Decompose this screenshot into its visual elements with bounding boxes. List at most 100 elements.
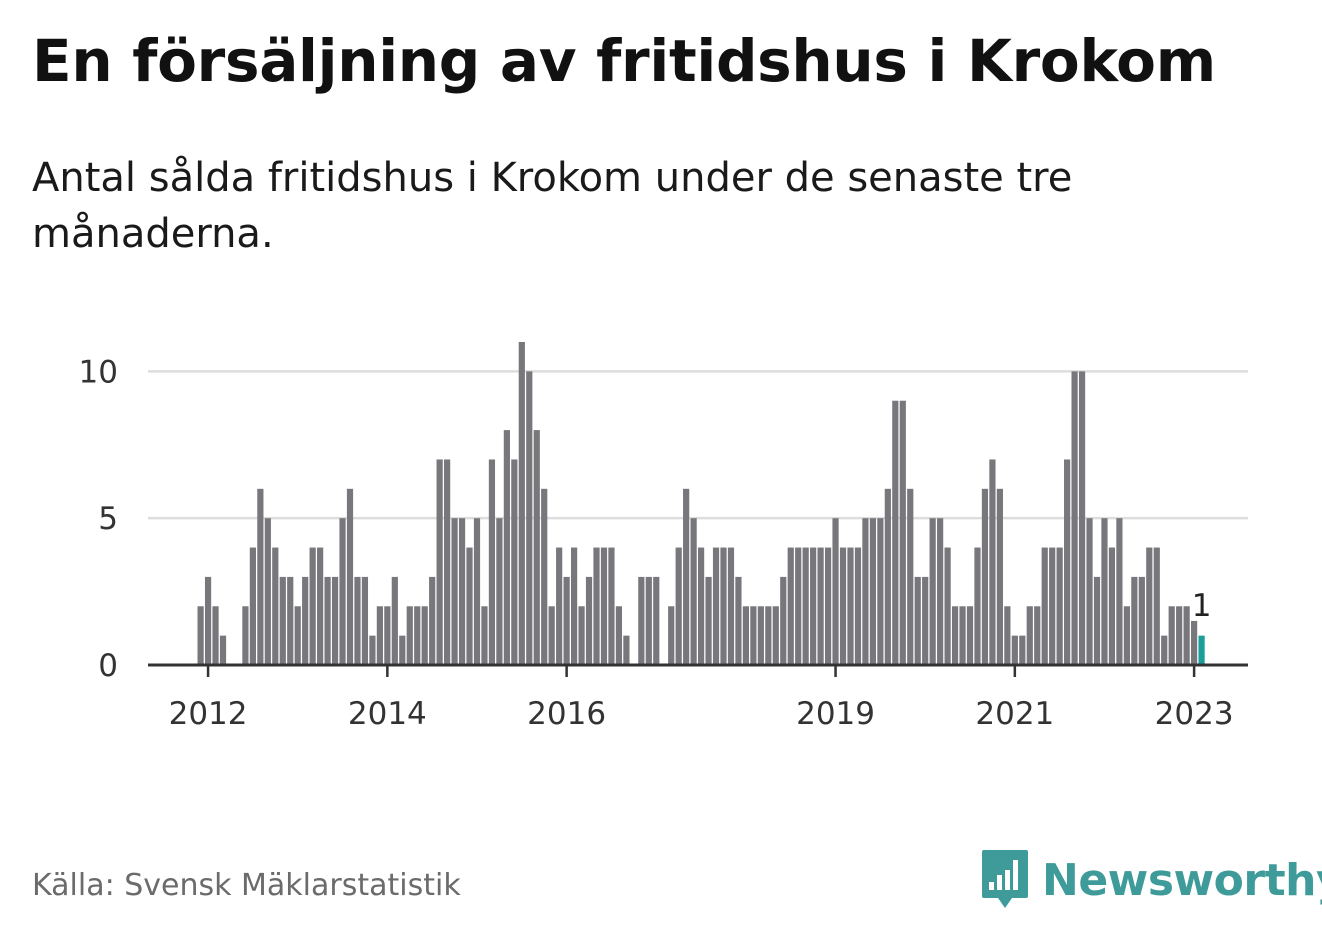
- source-text: Källa: Svensk Mäklarstatistik: [32, 868, 461, 903]
- last-value-annotation: 1: [1192, 588, 1212, 624]
- bar: [212, 606, 219, 665]
- x-tick-label: 2021: [975, 696, 1054, 732]
- bar: [361, 576, 369, 665]
- bar: [1086, 518, 1093, 665]
- bar: [600, 547, 608, 665]
- bar: [668, 606, 675, 665]
- bar: [585, 576, 593, 665]
- bar-highlight: [1198, 635, 1205, 665]
- bar: [1176, 606, 1183, 665]
- bar: [1101, 518, 1108, 665]
- bar: [1078, 371, 1086, 665]
- bar: [354, 576, 361, 665]
- bars: [197, 342, 1205, 665]
- bar: [929, 518, 936, 665]
- bar: [287, 576, 294, 665]
- bar: [451, 518, 458, 665]
- bar: [391, 576, 398, 665]
- y-tick-label: 10: [79, 354, 118, 390]
- x-tick-label: 2023: [1155, 696, 1234, 732]
- bar: [742, 606, 750, 665]
- y-tick-label: 5: [98, 501, 118, 537]
- bar: [548, 606, 555, 665]
- bar: [966, 606, 974, 665]
- bar: [526, 371, 533, 665]
- bar: [593, 547, 600, 665]
- y-tick-labels: 0 5 10: [79, 354, 118, 684]
- bar: [436, 459, 443, 665]
- bar: [802, 547, 809, 665]
- bar: [1108, 547, 1116, 665]
- bar: [653, 576, 660, 665]
- bar: [608, 547, 615, 665]
- bar: [839, 547, 847, 665]
- bar: [937, 518, 944, 665]
- x-tick-label: 2012: [169, 696, 248, 732]
- bar: [496, 518, 503, 665]
- bar: [399, 635, 406, 665]
- bar: [1161, 635, 1168, 665]
- bar: [727, 547, 735, 665]
- bar: [197, 606, 204, 665]
- bar: [1004, 606, 1011, 665]
- bar: [697, 547, 705, 665]
- bar: [1064, 459, 1071, 665]
- bar: [847, 547, 854, 665]
- x-tick-label: 2019: [796, 696, 875, 732]
- bar: [690, 518, 697, 665]
- bar: [257, 488, 264, 665]
- bar: [1191, 620, 1198, 665]
- bar: [302, 576, 309, 665]
- bar: [675, 547, 682, 665]
- bar: [944, 547, 951, 665]
- bar: [638, 576, 645, 665]
- bar: [1131, 576, 1138, 665]
- bar: [578, 606, 585, 665]
- bar: [1153, 547, 1160, 665]
- bar: [272, 547, 279, 665]
- bar: [877, 518, 884, 665]
- bar: [571, 547, 578, 665]
- bar: [264, 518, 271, 665]
- bar: [429, 576, 436, 665]
- bar: [787, 547, 794, 665]
- bar: [406, 606, 413, 665]
- bar: [1168, 606, 1175, 665]
- bar: [914, 576, 921, 665]
- bar: [219, 635, 227, 665]
- newsworthy-logo-icon: [982, 850, 1028, 908]
- bar: [1123, 606, 1130, 665]
- bar: [1146, 547, 1153, 665]
- bar: [981, 488, 989, 665]
- bar: [384, 606, 391, 665]
- x-ticks: 2012 2014 2016 2019 2021 2023: [169, 665, 1234, 732]
- bar: [683, 488, 690, 665]
- bar: [772, 606, 779, 665]
- bar: [473, 518, 481, 665]
- bar: [951, 606, 959, 665]
- bar: [414, 606, 421, 665]
- bar: [645, 576, 652, 665]
- bar: [1138, 576, 1145, 665]
- x-tick-label: 2014: [348, 696, 427, 732]
- bar: [249, 547, 256, 665]
- bar: [757, 606, 764, 665]
- bar: [503, 430, 510, 665]
- bar: [959, 606, 966, 665]
- chart-title: En försäljning av fritidshus i Krokom: [32, 27, 1216, 95]
- bar: [309, 547, 316, 665]
- bar: [339, 518, 346, 665]
- bar: [892, 400, 899, 665]
- bar: [1041, 547, 1048, 665]
- bar: [421, 606, 428, 665]
- bar: [907, 488, 914, 665]
- newsworthy-logo[interactable]: Newsworthy: [980, 848, 1322, 912]
- bar: [712, 547, 720, 665]
- bar: [541, 488, 548, 665]
- bar: [1116, 518, 1123, 665]
- bar: [444, 459, 451, 665]
- bar: [317, 547, 324, 665]
- bar: [518, 342, 525, 665]
- bar: [369, 635, 376, 665]
- bar: [556, 547, 563, 665]
